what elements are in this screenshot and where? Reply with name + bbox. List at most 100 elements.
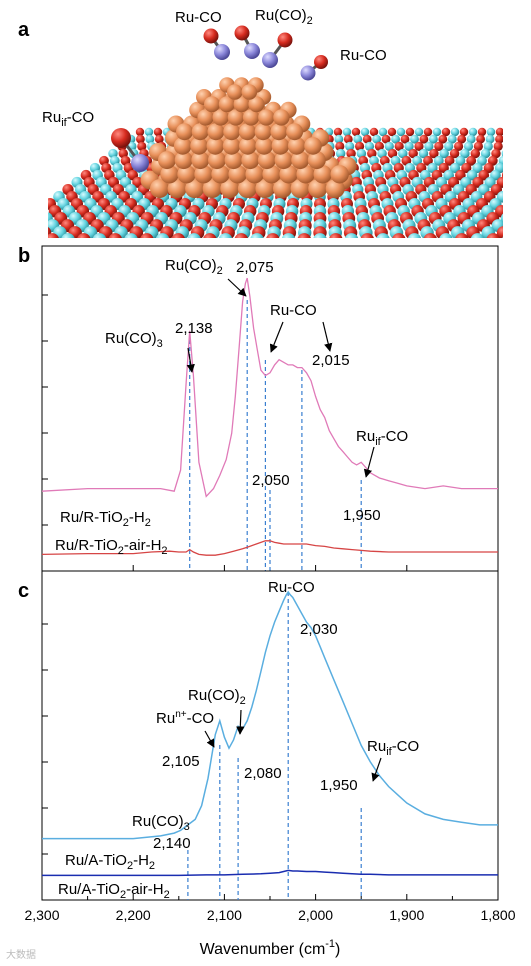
titanium-atom [486,127,496,137]
oxygen-atom [381,134,391,144]
ru-atom [190,137,208,155]
arrow-c-ru-co2 [236,709,245,735]
oxygen-atom [137,141,147,151]
legend-c-ru-a-tio2-h2: Ru/A-TiO2-H2 [65,852,155,872]
oxygen-atom [423,233,437,238]
arrow-c-ruif [371,757,382,782]
annotation-c-run-co: Run+-CO [156,709,214,727]
ru-atom [307,151,326,170]
oxygen-atom [470,148,480,159]
ru-atom [176,123,193,141]
titanium-atom [353,134,363,144]
titanium-atom [250,233,264,238]
legend-c-ru-a-tio2-air-h2: Ru/A-TiO2-air-H2 [58,881,170,901]
titanium-atom [503,184,514,195]
ru-atom [227,109,245,126]
ru-atom [242,109,260,126]
oxygen-atom [454,141,464,151]
ru-atom [211,165,230,184]
x-tick-label: 2,300 [24,907,59,923]
oxygen-atom [136,134,145,144]
panel-c-frame [41,570,499,901]
titanium-atom [501,150,503,157]
oxygen-atom [77,233,91,238]
panel-a-label: a [18,19,30,41]
titanium-atom [460,148,470,159]
ru-atom [202,179,222,199]
x-axis-label: Wavenumber (cm-1) [200,938,341,958]
oxygen-atom [476,134,485,144]
arrow-b-ruif [363,446,375,478]
panel-c: c 2,300 2,200 2,100 2,000 1,900 1,800 Ru-CO 2… [18,570,516,958]
ru-atom [206,137,225,155]
oxygen-atom [140,233,154,238]
titanium-atom [449,162,461,174]
titanium-atom [450,127,460,137]
titanium-atom [145,134,155,144]
titanium-atom [376,233,390,238]
ru-atom [194,165,213,184]
oxygen-atom [408,148,418,159]
co-oxygen-atom [111,128,131,148]
panel-c-label: c [18,580,29,602]
titanium-atom [429,134,438,144]
oxygen-atom [203,233,217,238]
titanium-atom [378,127,388,137]
oxygen-atom [360,233,374,238]
series-line-ru-r-tio2-air-h2 [41,540,498,556]
ru-atom [167,179,187,199]
titanium-atom [17,219,30,232]
titanium-atom [336,148,346,159]
titanium-atom [410,134,419,144]
ru-atom [262,165,281,184]
titanium-atom [455,155,466,166]
ru-atom [287,137,306,155]
oxygen-atom [400,134,410,144]
ru-atom [222,137,241,155]
titanium-atom [344,233,359,238]
ru-atom [325,179,345,199]
ru-atom [313,165,332,184]
ru-atom [245,165,264,184]
annotation-b-ru-co2: Ru(CO)2 [165,257,223,277]
titanium-atom [505,128,513,136]
ru-atom [150,179,169,199]
ru-atom [208,151,226,170]
ru-atom [330,165,349,184]
annotation-c-ruif-co: Ruif-CO [367,738,419,758]
oxygen-atom [405,127,415,137]
oxygen-atom [503,198,515,210]
structure-label-ru-co2: Ru(CO)2 [255,7,313,27]
ru-atom [191,151,210,170]
carbon-atom [300,65,316,81]
structure-label-ruif-co: Ruif-CO [42,109,94,129]
ru-atom [212,109,229,126]
titanium-atom [407,233,422,238]
x-tick-label: 1,800 [480,907,515,923]
arrow-b-2138 [186,347,195,373]
titanium-atom [444,141,454,151]
oxygen-atom [171,233,185,238]
carbon-atom [214,44,230,60]
titanium-atom [364,141,375,151]
oxygen-atom [459,127,469,137]
oxygen-atom [466,155,477,166]
panel-b-dashed-lines [189,300,362,571]
ru-atom [290,179,310,199]
oxygen-atom [441,127,451,137]
panel-b-label: b [18,245,30,267]
panel-b: b Ru(CO)3 2,138 Ru(CO)2 2,075 Ru-CO 2,01… [18,245,499,572]
oxygen-atom [478,169,490,181]
ru-atom [174,151,193,170]
titanium-atom [483,141,493,151]
titanium-atom [144,127,154,137]
titanium-atom [404,141,414,151]
titanium-atom [468,127,478,137]
ru-atom [185,179,205,199]
titanium-atom [30,233,44,247]
ru-atom [224,151,243,170]
oxygen-atom [387,127,397,137]
titanium-atom [218,233,233,238]
oxygen-atom [135,127,145,137]
ru-atom [296,165,315,184]
